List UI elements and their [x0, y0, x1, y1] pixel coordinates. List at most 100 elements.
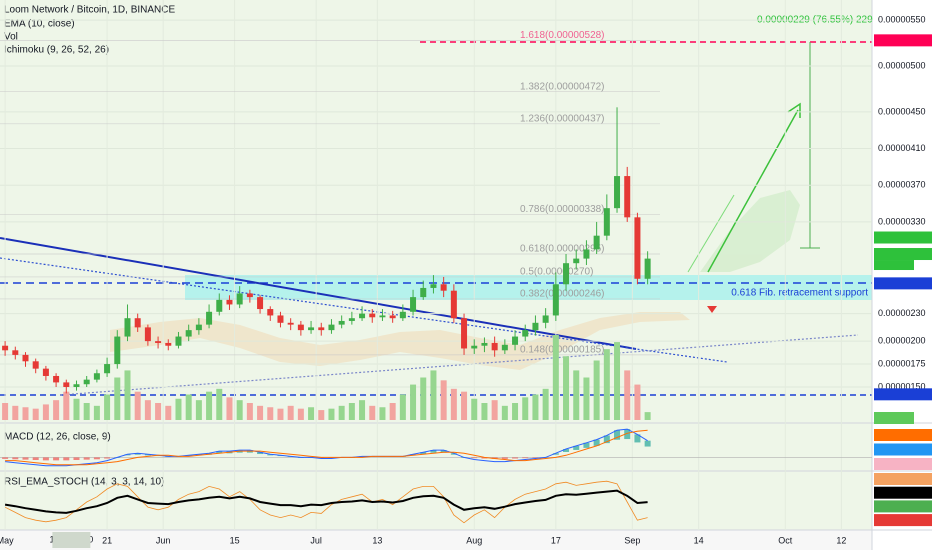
volume-bar: [624, 370, 631, 420]
candle-body: [134, 318, 141, 328]
indicator-label: Vol: [4, 32, 18, 43]
volume-bar: [491, 400, 498, 420]
fib-label: 0.618(0.00000295): [520, 244, 605, 255]
volume-bar: [73, 398, 80, 420]
candle-body: [410, 297, 417, 312]
macd-bar: [583, 442, 590, 448]
candle-body: [165, 342, 172, 346]
y-tick-label: 0.00000150: [878, 381, 926, 391]
price-label-box: [874, 34, 932, 47]
volume-bar: [195, 400, 202, 420]
fib-label: 0.5(0.00000270): [520, 267, 593, 278]
candle-body: [430, 284, 437, 288]
volume-bar: [246, 403, 253, 420]
signal-line: [5, 429, 648, 466]
volume-bar: [644, 412, 651, 420]
candle-body: [603, 208, 610, 236]
macd-bar: [144, 454, 151, 456]
candle-body: [348, 318, 355, 321]
macd-bar: [624, 429, 631, 440]
candle-body: [124, 318, 131, 337]
candle-body: [614, 176, 621, 209]
y-tick-label: 0.00000450: [878, 106, 926, 116]
volume-bar: [22, 407, 29, 420]
price-label-box: [874, 277, 932, 290]
volume-bar: [399, 394, 406, 420]
volume-bar: [420, 377, 427, 420]
rsi-title: RSI_EMA_STOCH (14, 3, 3, 14, 10): [4, 477, 164, 488]
fib-label: 0.148(0.00000185): [520, 345, 605, 356]
candle-body: [369, 313, 376, 318]
rsi-label-box: [874, 514, 932, 527]
candle-body: [471, 345, 478, 349]
candle-body: [257, 297, 264, 310]
volume-bar: [175, 398, 182, 420]
candle-body: [491, 342, 498, 351]
macd-bar: [32, 457, 39, 460]
projection-arrow-thin: [687, 194, 735, 273]
volume-bar: [501, 405, 508, 420]
candle-body: [277, 315, 284, 323]
candle-body: [481, 342, 488, 346]
price-label-box: [874, 248, 932, 261]
macd-label-box: [874, 458, 932, 470]
fib-label: 1.618(0.00000528): [520, 30, 605, 41]
volume-bar: [369, 405, 376, 420]
macd-bar: [440, 450, 447, 453]
time-axis-background: [0, 530, 872, 550]
candle-body: [73, 384, 80, 387]
macd-bar: [257, 452, 264, 455]
candle-body: [297, 324, 304, 331]
macd-bar: [481, 457, 488, 459]
y-tick-label: 0.00000370: [878, 180, 926, 190]
volume-bar: [603, 349, 610, 420]
x-tick-label: Jun: [156, 535, 171, 545]
candle-body: [175, 336, 182, 346]
chart-title: Loom Network / Bitcoin, 1D, BINANCE: [4, 5, 175, 16]
rising-line-dotted: [59, 334, 859, 396]
macd-bar: [471, 457, 478, 459]
macd-bar: [93, 457, 100, 460]
volume-bar: [297, 408, 304, 420]
macd-bar: [12, 457, 19, 460]
fib-label: 0.382(0.00000246): [520, 289, 605, 300]
candle-body: [338, 320, 345, 325]
x-tick-label: 15: [230, 535, 240, 545]
volume-bar: [593, 360, 600, 420]
y-tick-label: 0.00000550: [878, 15, 926, 25]
volume-bar: [83, 403, 90, 420]
macd-bar: [124, 454, 131, 456]
volume-bar: [481, 403, 488, 420]
indicator-label: EMA (10, close): [4, 19, 75, 30]
volume-bar: [185, 394, 192, 420]
candle-body: [236, 293, 243, 305]
cursor-date-box: [52, 532, 91, 548]
candle-body: [12, 350, 19, 355]
candle-body: [104, 364, 111, 374]
x-tick-label: 17: [551, 535, 561, 545]
candle-body: [624, 176, 631, 218]
macd-bar: [501, 457, 508, 459]
macd-bar: [267, 454, 274, 456]
macd-bar: [512, 457, 519, 459]
volume-bar: [308, 407, 315, 420]
trend-line-dotted: [0, 257, 728, 363]
volume-bar: [338, 405, 345, 420]
volume-bar: [614, 342, 621, 420]
volume-bar: [328, 408, 335, 420]
volume-bar: [552, 335, 559, 420]
macd-line: [5, 428, 648, 467]
x-tick-label: 13: [372, 535, 382, 545]
volume-bar: [471, 398, 478, 420]
candle-body: [144, 327, 151, 342]
volume-bar: [226, 397, 233, 420]
x-tick-label: 12: [836, 535, 846, 545]
x-tick-label: Sep: [624, 535, 640, 545]
y-tick-label: 0.00000230: [878, 308, 926, 318]
macd-bar: [216, 451, 223, 454]
candle-body: [53, 375, 60, 383]
macd-label-box: [874, 429, 932, 441]
volume-bar: [277, 408, 284, 420]
candle-body: [308, 327, 315, 331]
volume-bar: [236, 400, 243, 420]
